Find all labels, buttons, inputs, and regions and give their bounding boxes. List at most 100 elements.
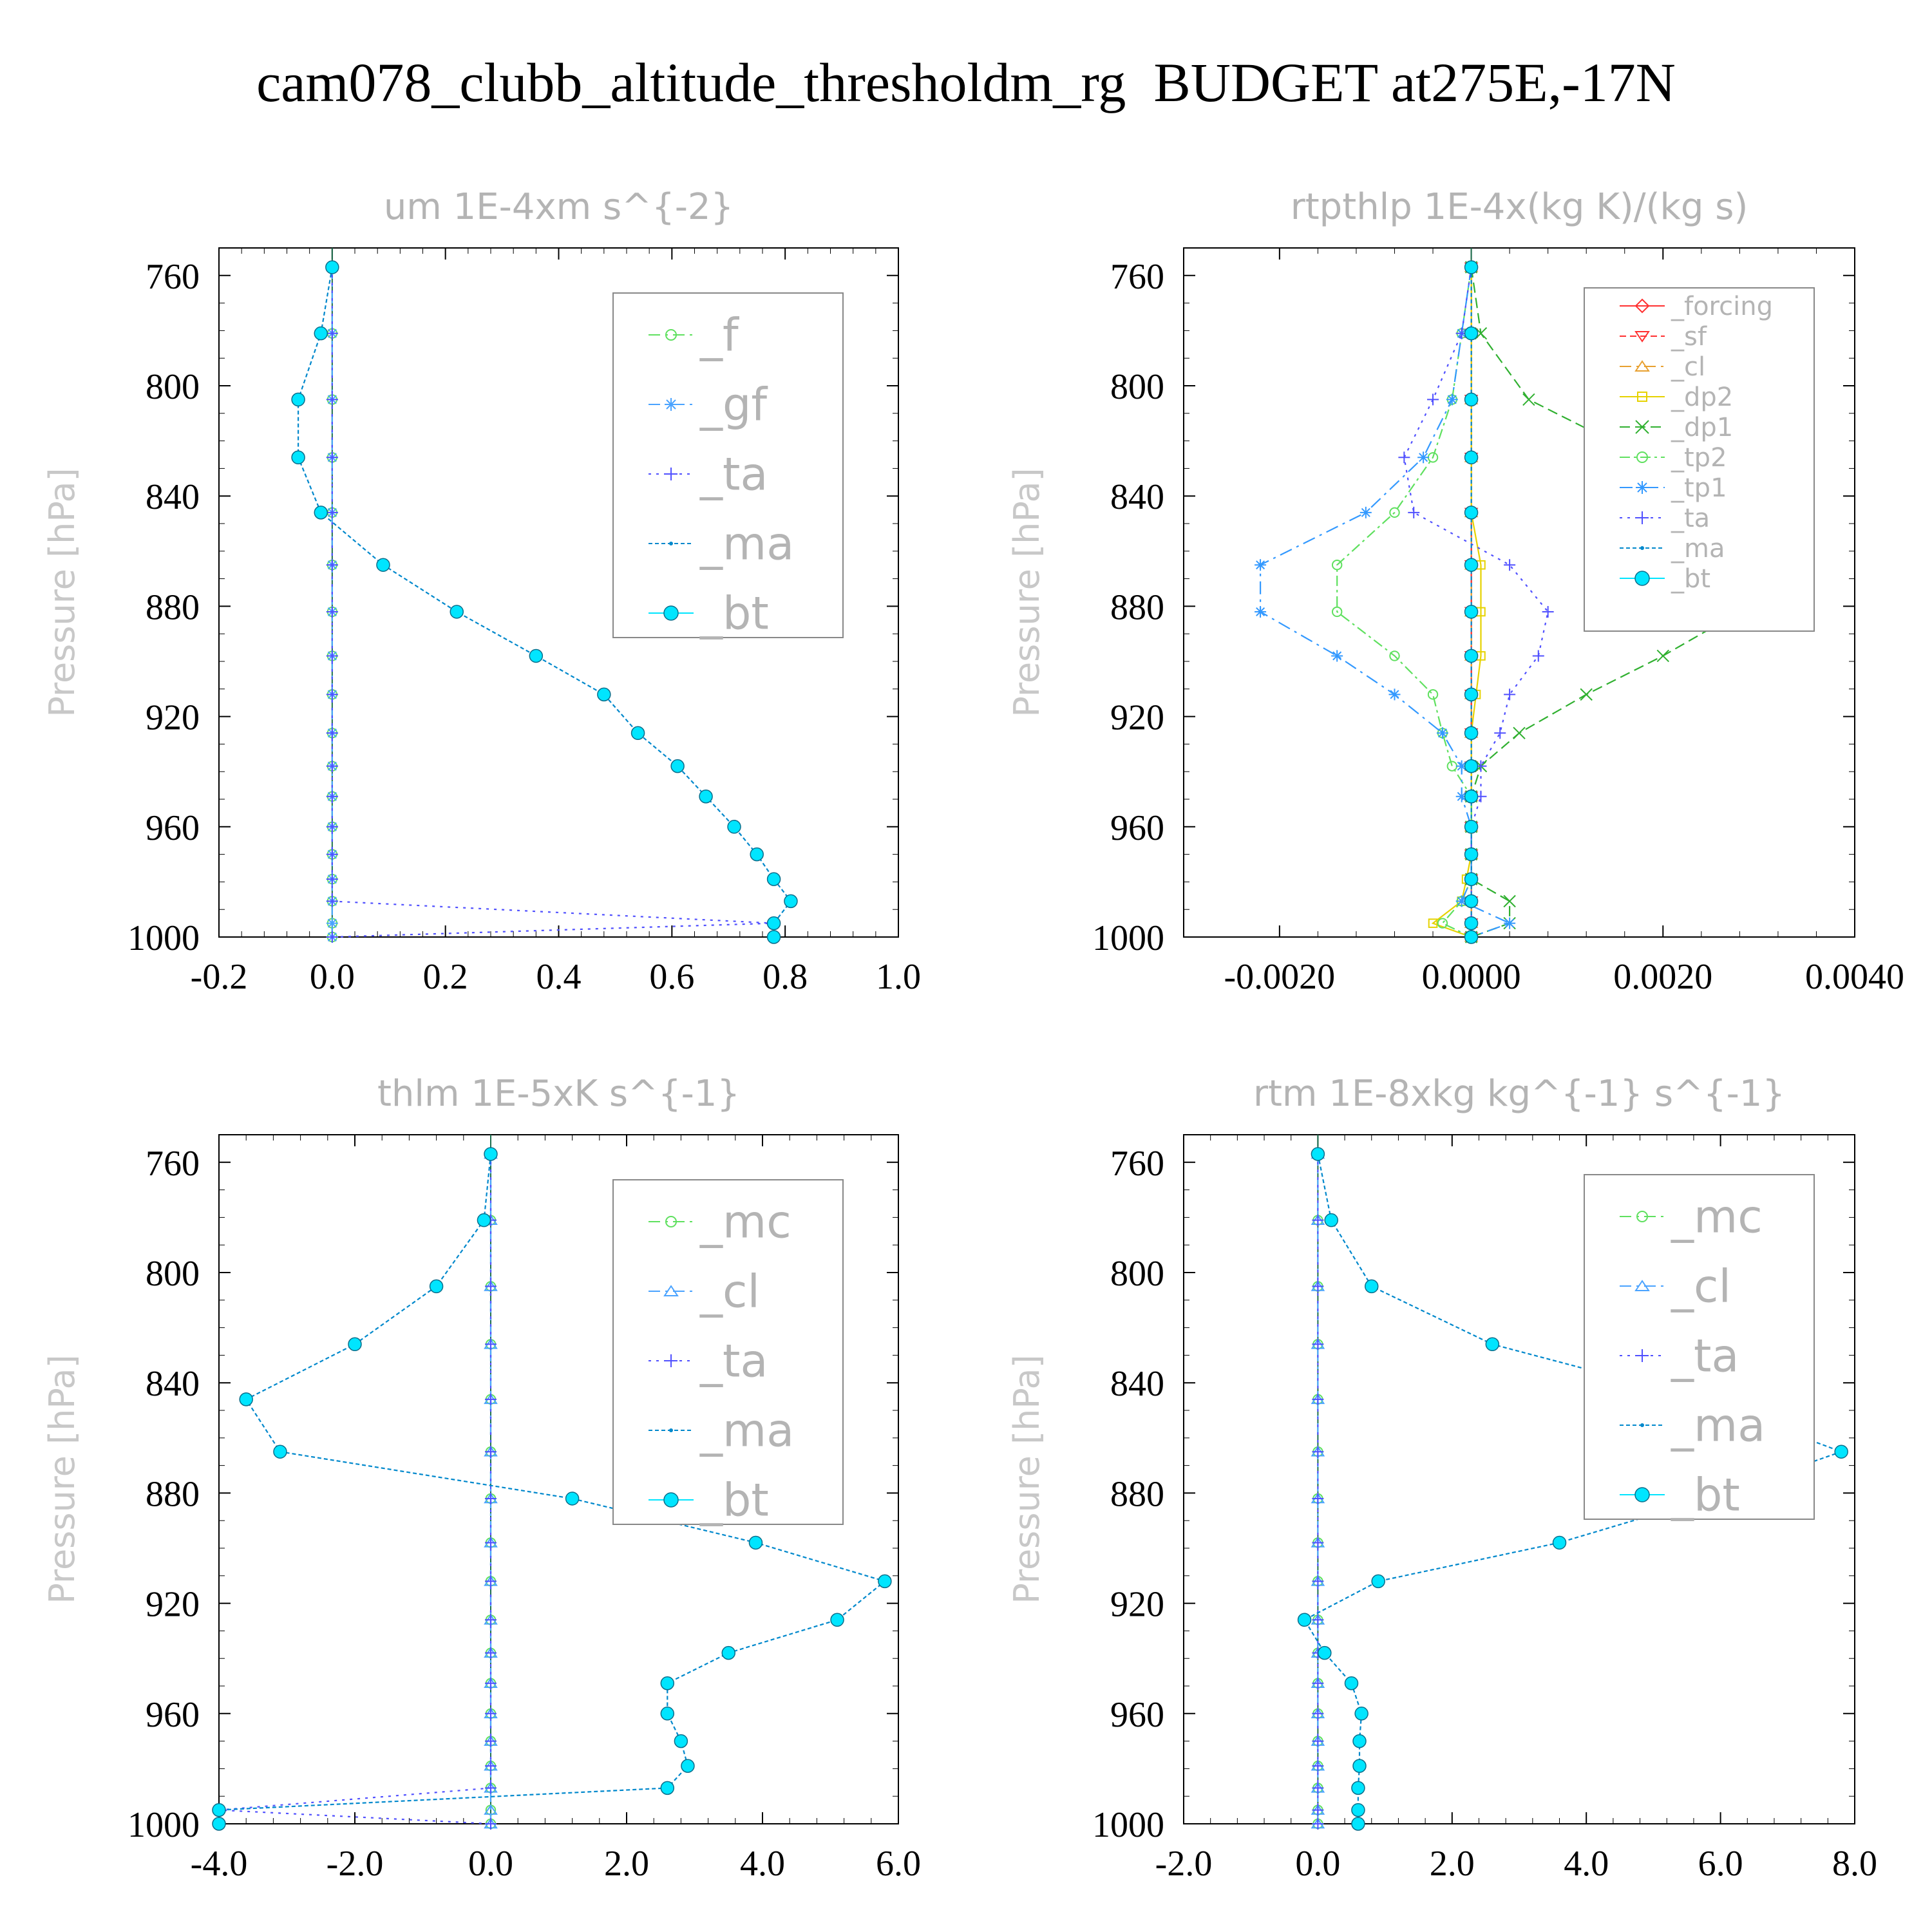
data-point [326,931,338,943]
data-point [1312,1537,1324,1549]
data-point [376,558,390,572]
data-point [485,1537,497,1549]
legend-marker [665,1354,677,1367]
panel-title: rtpthlp 1E-4x(kg K)/(kg s) [1291,186,1748,228]
data-point [1464,450,1479,465]
data-point [1324,1213,1338,1227]
legend-box [612,292,844,638]
y-tick-label: 1000 [128,918,200,958]
legend-label: _mc [699,1196,791,1249]
series-line [1431,267,1482,938]
data-point [1464,649,1479,663]
data-point [1312,1804,1324,1816]
legend-label: _bt [1671,564,1710,594]
legend-marker [1636,451,1648,463]
series-ta [1398,261,1554,943]
legend-label: _sf [1671,322,1707,352]
data-point [1417,451,1430,464]
data-point [766,930,781,944]
data-point [1344,1676,1359,1690]
data-point [1312,1707,1324,1719]
y-tick-label: 800 [1110,1254,1164,1294]
data-point [1312,1735,1324,1747]
data-point [1428,918,1438,928]
data-point [766,916,781,931]
y-tick-label: 960 [146,1695,200,1735]
legend-label: _f [699,309,739,362]
x-tick-label: -0.2 [191,957,248,997]
legend-marker [663,1285,679,1296]
data-point [1312,1614,1324,1626]
legend-label: _forcing [1671,292,1773,321]
data-point [1365,1279,1379,1294]
data-point [1464,392,1479,407]
y-axis-label: Pressure [hPa] [42,1354,82,1604]
data-point [326,760,338,772]
series-line [1336,267,1472,938]
x-tick-label: 0.2 [423,957,468,997]
data-point [1504,917,1516,929]
x-tick-label: 6.0 [876,1844,921,1884]
legend-box [612,1179,844,1525]
legend-marker [1634,360,1650,372]
legend-marker [1634,1280,1650,1291]
data-point [1464,558,1479,572]
data-point [485,1338,497,1350]
y-tick-label: 920 [146,698,200,738]
legend-marker [1636,1211,1648,1222]
data-point [1312,1760,1324,1772]
legend-label: _dp2 [1671,383,1733,412]
y-tick-label: 840 [146,477,200,517]
legend-label: _tp2 [1671,443,1727,473]
data-point [784,894,798,909]
data-point [1464,687,1479,702]
data-point [484,1804,498,1815]
data-point [485,1677,497,1689]
legend-marker [1636,511,1649,524]
y-tick-label: 960 [1110,1695,1164,1735]
legend-label: _bt [699,587,769,640]
panel-title: thlm 1E-5xK s^{-1} [377,1073,740,1115]
x-tick-label: 8.0 [1832,1844,1877,1884]
panel-title: um 1E-4xm s^{-2} [384,186,734,228]
data-point [660,1781,675,1795]
legend: _mc _cl _ta _ma _bt [1584,1174,1815,1522]
legend-marker [1634,1487,1650,1502]
data-point [1408,506,1420,518]
data-point [1331,650,1343,662]
y-tick-label: 760 [1110,1144,1164,1184]
data-point [485,1647,497,1659]
data-point [1398,451,1410,464]
chart-panel-4: rtm 1E-8xkg kg^{-1} s^{-1} Pressure [hPa]… [1007,1073,1877,1884]
legend-label: _tp1 [1671,473,1727,503]
legend-label: _cl [699,1265,760,1318]
data-point [1464,872,1479,886]
y-tick-label: 1000 [1092,1805,1164,1845]
y-tick-label: 920 [146,1585,200,1625]
data-point [212,1817,226,1831]
data-point [1504,559,1516,571]
data-point [326,393,338,406]
data-point [1312,1818,1324,1830]
data-point [429,1279,444,1294]
plot-frame [218,1134,899,1824]
data-point [326,327,338,339]
data-point [326,895,338,907]
legend: _mc _cl _ta _ma _bt [612,1179,844,1527]
data-point [699,789,713,804]
data-point [1352,1759,1367,1773]
y-tick-label: 760 [1110,257,1164,297]
data-point [1312,1782,1324,1794]
y-axis-label: Pressure [hPa] [42,468,82,717]
y-tick-label: 880 [146,1474,200,1514]
data-point [766,872,781,886]
data-point [485,1614,497,1626]
legend-marker [1634,331,1650,343]
plot-frame [1183,1134,1855,1824]
data-point [1455,760,1468,772]
y-tick-label: 920 [1110,1585,1164,1625]
data-point [1255,559,1267,571]
legend-label: _ma [699,518,794,571]
x-tick-label: 0.0 [1295,1844,1340,1884]
legend-label: _bt [1671,1469,1740,1522]
